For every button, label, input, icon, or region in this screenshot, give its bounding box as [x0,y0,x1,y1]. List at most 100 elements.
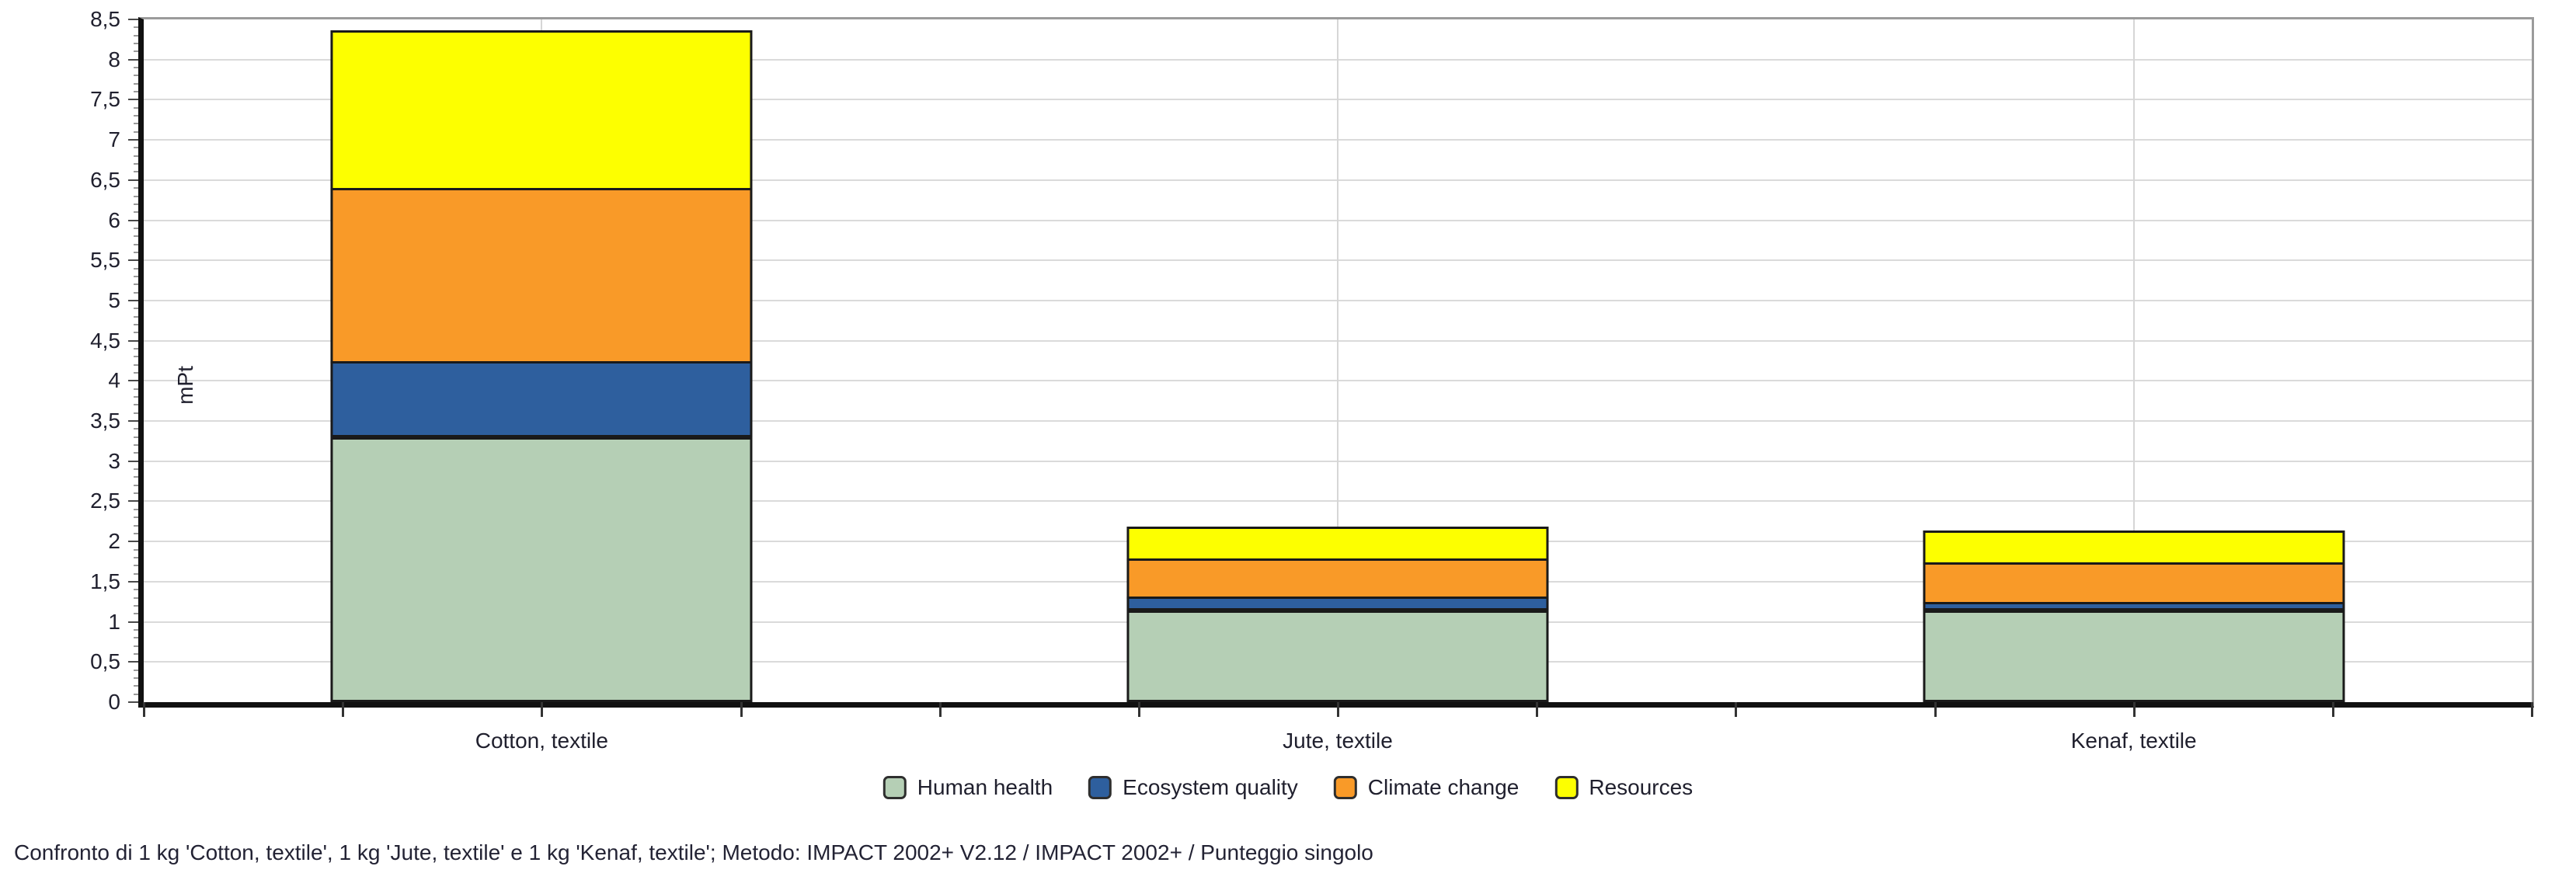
y-axis-major-tick [128,99,138,101]
y-axis-minor-tick [134,517,138,519]
y-axis-major-tick [128,380,138,382]
y-axis-major-tick [128,139,138,141]
y-axis-minor-tick [134,123,138,125]
legend-label: Human health [917,775,1053,799]
y-axis-minor-tick [134,556,138,558]
y-axis-minor-tick [134,323,138,325]
bar-segment [1923,530,2345,565]
y-axis-tick-label: 4,5 [90,328,120,353]
y-axis-major-tick [128,420,138,423]
y-axis-minor-tick [134,171,138,173]
gridline-vertical [2132,19,2135,702]
y-axis-minor-tick [134,348,138,350]
y-axis-minor-tick [134,372,138,374]
y-axis-minor-tick [134,130,138,133]
y-axis-title: mPt [173,366,197,405]
y-axis-minor-tick [134,396,138,398]
y-axis-minor-tick [134,412,138,414]
bar-segment [330,188,753,363]
y-axis-minor-tick [134,476,138,478]
x-axis-tick [938,702,942,717]
gridline-vertical [1337,19,1338,702]
x-axis-tick [342,702,345,717]
x-axis-tick [541,702,544,717]
x-axis-tick [1536,702,1539,717]
y-axis-minor-tick [134,669,138,671]
y-axis-minor-tick [134,484,138,486]
y-axis-minor-tick [134,524,138,527]
y-axis-tick-label: 3 [108,448,120,473]
y-axis-tick-label: 2 [108,529,120,554]
y-axis-minor-tick [134,645,138,647]
y-axis-minor-tick [134,532,138,534]
y-axis-major-tick [128,179,138,181]
x-axis-tick [2331,702,2334,717]
legend-label: Ecosystem quality [1123,775,1298,799]
y-axis-minor-tick [134,195,138,197]
caption: Confronto di 1 kg 'Cotton, textile', 1 k… [14,840,1373,864]
legend-item: Resources [1554,775,1693,800]
y-axis-minor-tick [134,604,138,607]
y-axis-minor-tick [134,332,138,334]
stacked-bar [1126,527,1549,702]
category-label: Kenaf, textile [2070,729,2197,753]
y-axis-minor-tick [134,91,138,93]
plot-area: 0 0,5 1 1,5 2 2,5 3 3,5 4 4,5 5 5,5 6 6,5 7 7,5 8 8,5 mPt [90,9,2534,717]
y-axis-tick-label: 6,5 [90,167,120,192]
legend-item: Human health [882,775,1053,800]
y-axis-tick-label: 0 [108,690,120,714]
bar-segment [330,30,753,191]
y-axis-minor-tick [134,187,138,190]
y-axis-minor-tick [134,75,138,77]
bar-segment [330,360,753,437]
y-axis-minor-tick [134,155,138,157]
y-axis-minor-tick [134,211,138,214]
y-axis-minor-tick [134,227,138,229]
x-axis-tick [143,702,145,717]
y-axis-tick-label: 1 [108,609,120,634]
y-axis-major-tick [128,500,138,503]
y-axis-minor-tick [134,444,138,447]
y-axis-major-tick [128,219,138,221]
y-axis-tick-label: 8 [108,47,120,71]
stacked-bar [1923,530,2345,702]
y-axis-minor-tick [134,492,138,495]
legend-item: Climate change [1333,775,1519,800]
y-axis-major-tick [128,580,138,583]
y-axis-minor-tick [134,565,138,567]
y-axis-tick-label: 0,5 [90,649,120,674]
category-label: Jute, textile [1283,729,1393,753]
y-axis-major-tick [128,661,138,663]
y-axis-minor-tick [134,388,138,390]
y-axis-minor-tick [134,436,138,438]
x-axis-tick [2132,702,2136,717]
legend-label: Climate change [1367,775,1519,799]
y-axis-minor-tick [134,589,138,591]
y-axis-minor-tick [134,243,138,245]
y-axis-minor-tick [134,693,138,695]
y-axis-tick-label: 5 [108,287,120,312]
y-axis-tick-label: 5,5 [90,248,120,273]
y-axis-major-tick [128,19,138,20]
category-label: Cotton, textile [475,729,608,753]
x-axis-tick [1337,702,1339,717]
bar-segment [1126,527,1549,561]
y-axis-minor-tick [134,363,138,366]
y-axis-major-tick [128,58,138,61]
y-axis-major-tick [128,701,138,703]
y-axis-tick-label: 4 [108,368,120,393]
y-axis-minor-tick [134,251,138,253]
y-axis-minor-tick [134,613,138,615]
y-axis-tick-label: 3,5 [90,409,120,433]
legend-item: Ecosystem quality [1088,775,1298,800]
y-axis-minor-tick [134,34,138,37]
y-axis-minor-tick [134,452,138,454]
bar-segment [1923,601,2345,611]
y-axis-minor-tick [134,115,138,117]
bar-segment [1923,562,2345,604]
x-axis-tick [1934,702,1937,717]
y-axis-minor-tick [134,356,138,358]
y-axis-minor-tick [134,628,138,631]
legend-label: Resources [1589,775,1694,799]
y-axis-minor-tick [134,508,138,510]
